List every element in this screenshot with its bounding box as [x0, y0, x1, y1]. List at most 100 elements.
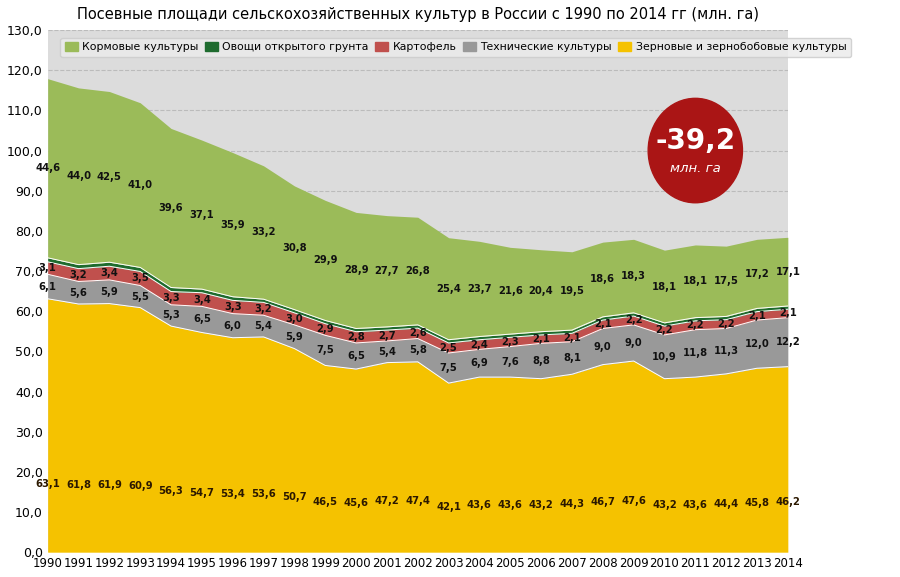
Text: 3,5: 3,5: [131, 273, 149, 283]
Text: 43,6: 43,6: [683, 500, 707, 510]
Text: 18,3: 18,3: [621, 271, 646, 281]
Text: 6,5: 6,5: [193, 314, 211, 324]
Text: 2,6: 2,6: [409, 328, 427, 338]
Text: 5,8: 5,8: [409, 345, 427, 355]
Text: 33,2: 33,2: [251, 227, 275, 238]
Title: Посевные площади сельскохозяйственных культур в России с 1990 по 2014 гг (млн. г: Посевные площади сельскохозяйственных ку…: [76, 7, 759, 22]
Text: 47,6: 47,6: [621, 496, 646, 505]
Text: 11,8: 11,8: [683, 349, 708, 358]
Text: 43,2: 43,2: [528, 500, 554, 510]
Text: 35,9: 35,9: [220, 220, 245, 230]
Text: 18,6: 18,6: [590, 275, 616, 284]
Text: 2,2: 2,2: [625, 316, 643, 325]
Text: 2,1: 2,1: [594, 319, 612, 329]
Text: 53,6: 53,6: [251, 489, 276, 499]
Text: 46,7: 46,7: [590, 497, 616, 507]
Text: 3,4: 3,4: [193, 295, 211, 305]
Text: 7,5: 7,5: [440, 363, 457, 373]
Text: 2,2: 2,2: [717, 319, 735, 329]
Legend: Кормовые культуры, Овощи открытого грунта, Картофель, Технические культуры, Зерн: Кормовые культуры, Овощи открытого грунт…: [60, 38, 850, 57]
Text: 6,9: 6,9: [471, 358, 489, 368]
Text: 46,5: 46,5: [312, 497, 338, 507]
Text: 53,4: 53,4: [220, 489, 245, 499]
Text: 5,9: 5,9: [285, 332, 303, 342]
Text: 42,5: 42,5: [97, 172, 122, 182]
Text: 9,0: 9,0: [594, 342, 612, 351]
Text: 45,8: 45,8: [744, 497, 770, 508]
Text: 5,3: 5,3: [162, 310, 180, 320]
Ellipse shape: [648, 98, 742, 203]
Text: 43,6: 43,6: [498, 500, 523, 510]
Text: 3,3: 3,3: [224, 302, 241, 312]
Text: 17,1: 17,1: [775, 267, 800, 276]
Text: 3,0: 3,0: [285, 314, 303, 324]
Text: 21,6: 21,6: [498, 286, 523, 296]
Text: 26,8: 26,8: [405, 266, 430, 276]
Text: 44,0: 44,0: [66, 171, 91, 181]
Text: 47,4: 47,4: [405, 496, 430, 506]
Text: 44,3: 44,3: [560, 499, 584, 509]
Text: 44,4: 44,4: [714, 499, 739, 509]
Text: 11,3: 11,3: [714, 346, 739, 356]
Text: 2,2: 2,2: [687, 320, 704, 330]
Text: 28,9: 28,9: [344, 265, 368, 275]
Text: 18,1: 18,1: [683, 276, 708, 286]
Text: 2,8: 2,8: [347, 332, 365, 342]
Text: 44,6: 44,6: [35, 163, 60, 173]
Text: 2,4: 2,4: [471, 339, 489, 350]
Text: 3,2: 3,2: [255, 304, 273, 314]
Text: 3,3: 3,3: [162, 293, 180, 303]
Text: 23,7: 23,7: [467, 284, 491, 294]
Text: 37,1: 37,1: [190, 209, 214, 220]
Text: 5,9: 5,9: [101, 287, 118, 297]
Text: 2,1: 2,1: [748, 311, 766, 321]
Text: 56,3: 56,3: [158, 486, 184, 496]
Text: 43,2: 43,2: [652, 500, 677, 510]
Text: 17,2: 17,2: [744, 269, 770, 279]
Text: 27,7: 27,7: [374, 266, 400, 276]
Text: 47,2: 47,2: [374, 496, 400, 506]
Text: 29,9: 29,9: [313, 256, 338, 265]
Text: 41,0: 41,0: [128, 180, 153, 190]
Text: 6,5: 6,5: [347, 351, 365, 361]
Text: 46,2: 46,2: [776, 497, 800, 507]
Text: 2,1: 2,1: [778, 309, 796, 319]
Text: 61,9: 61,9: [97, 480, 122, 490]
Text: 5,6: 5,6: [69, 288, 87, 298]
Text: 2,2: 2,2: [656, 325, 673, 335]
Text: 19,5: 19,5: [560, 286, 584, 296]
Text: 2,9: 2,9: [317, 324, 334, 335]
Text: 30,8: 30,8: [282, 243, 307, 253]
Text: 17,5: 17,5: [714, 276, 739, 286]
Text: 3,1: 3,1: [39, 263, 57, 273]
Text: 5,4: 5,4: [378, 347, 396, 357]
Text: 20,4: 20,4: [528, 286, 554, 296]
Text: 42,1: 42,1: [436, 501, 461, 512]
Text: 6,1: 6,1: [39, 282, 57, 291]
Text: 3,4: 3,4: [101, 268, 118, 278]
Text: 25,4: 25,4: [436, 284, 461, 294]
Text: 60,9: 60,9: [128, 481, 152, 491]
Text: 7,6: 7,6: [501, 357, 519, 367]
Text: 2,7: 2,7: [378, 331, 396, 340]
Text: 2,1: 2,1: [563, 332, 580, 343]
Text: 39,6: 39,6: [158, 203, 184, 213]
Text: 50,7: 50,7: [282, 492, 307, 502]
Text: -39,2: -39,2: [655, 126, 735, 155]
Text: 6,0: 6,0: [224, 321, 241, 331]
Text: 9,0: 9,0: [625, 338, 643, 348]
Text: 63,1: 63,1: [35, 479, 60, 489]
Text: 5,5: 5,5: [131, 291, 149, 302]
Text: 12,2: 12,2: [776, 337, 800, 347]
Text: 18,1: 18,1: [652, 282, 677, 291]
Text: 61,8: 61,8: [66, 480, 91, 490]
Text: 10,9: 10,9: [652, 352, 677, 362]
Text: 2,1: 2,1: [532, 334, 550, 344]
Text: 43,6: 43,6: [467, 500, 492, 510]
Text: 2,3: 2,3: [501, 337, 519, 347]
Text: 54,7: 54,7: [189, 488, 214, 498]
Text: 12,0: 12,0: [744, 339, 770, 349]
Text: 45,6: 45,6: [344, 498, 369, 508]
Text: 8,1: 8,1: [563, 353, 581, 363]
Text: 7,5: 7,5: [317, 346, 334, 355]
